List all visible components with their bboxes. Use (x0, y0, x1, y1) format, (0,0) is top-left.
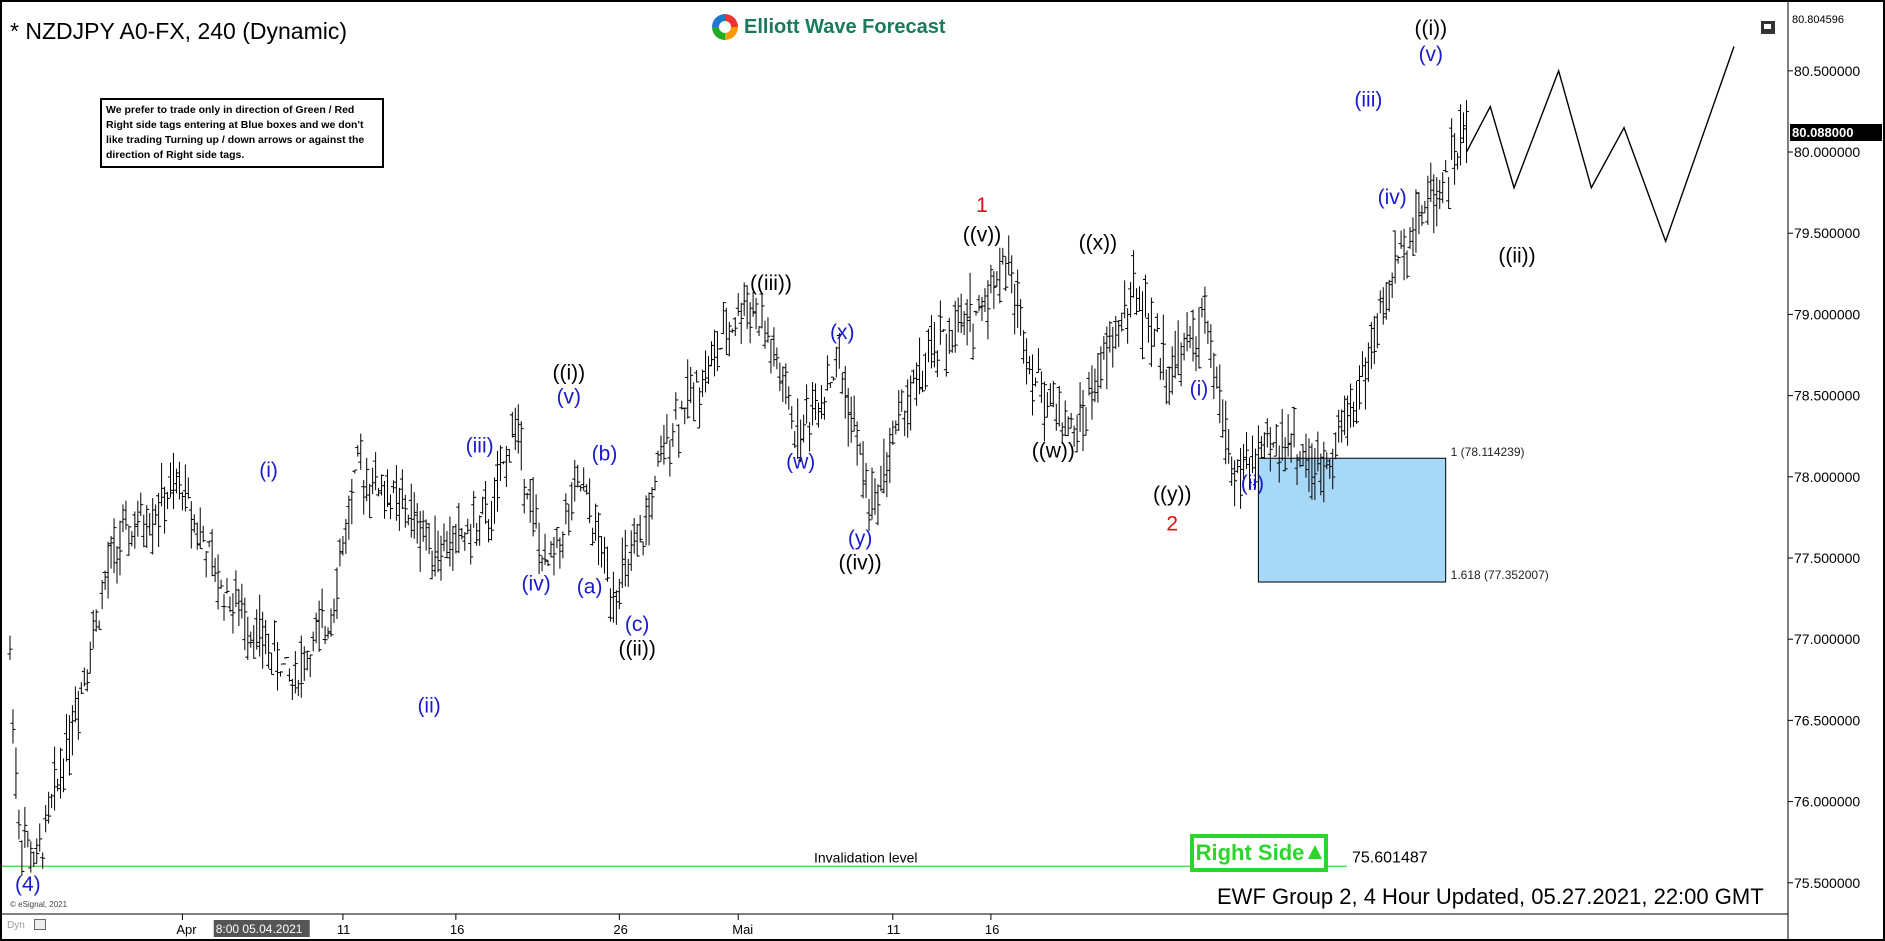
x-tick-label: Mai (732, 922, 753, 937)
invalidation-value: 75.601487 (1352, 849, 1428, 866)
wave-label: ((v)) (963, 223, 1001, 246)
calendar-icon[interactable] (34, 919, 46, 930)
price-axis-top-value: 80.804596 (1790, 12, 1882, 29)
wave-label: ((i)) (552, 361, 585, 384)
x-tick-label: 16 (450, 922, 464, 937)
y-tick-label: 80.500000 (1794, 63, 1860, 79)
wave-label: (a) (577, 576, 603, 599)
arrow-up-icon (1308, 845, 1323, 859)
y-tick-label: 78.000000 (1794, 469, 1860, 485)
copyright-text: © eSignal, 2021 (10, 900, 68, 909)
x-cursor-box (213, 920, 310, 937)
wave-label: ((x)) (1079, 231, 1117, 254)
wave-label: (i) (1190, 378, 1209, 401)
wave-label: (w) (786, 451, 815, 474)
y-tick-label: 76.000000 (1794, 794, 1860, 810)
chart-title: * NZDJPY A0-FX, 240 (Dynamic) (10, 18, 348, 44)
y-tick-label: 77.000000 (1794, 631, 1860, 647)
brand-logo-icon (712, 14, 738, 40)
wave-label: ((ii)) (619, 637, 656, 660)
wave-label: ((iv)) (839, 551, 882, 574)
y-tick-label: 79.000000 (1794, 306, 1860, 322)
blue-box-top-label: 1 (78.114239) (1451, 445, 1525, 459)
wave-label: (c) (625, 613, 650, 636)
y-tick-label: 79.500000 (1794, 225, 1860, 241)
wave-label: ((i)) (1414, 17, 1447, 40)
wave-label: 2 (1166, 512, 1178, 535)
x-tick-label: 26 (613, 922, 627, 937)
trading-notice: We prefer to trade only in direction of … (100, 98, 384, 168)
current-price-tag: 80.088000 (1790, 124, 1882, 141)
y-tick-label: 75.500000 (1794, 875, 1860, 891)
wave-label: (x) (830, 321, 855, 344)
wave-label: ((ii)) (1498, 244, 1535, 267)
projection-path (1465, 46, 1735, 244)
window-restore-icon[interactable] (1761, 21, 1775, 34)
wave-label: (y) (848, 527, 873, 550)
wave-label: (ii) (417, 694, 440, 717)
y-tick-label: 76.500000 (1794, 712, 1860, 728)
blue-box (1257, 457, 1447, 583)
y-tick-label: 80.000000 (1794, 144, 1860, 160)
right-side-label: Right Side (1195, 840, 1305, 865)
wave-label: (iii) (466, 434, 494, 457)
wave-label: (v) (1419, 43, 1444, 66)
ohlc-bars (7, 100, 1469, 876)
wave-label: ((iii)) (750, 272, 792, 295)
right-side-tag: Right Side (1190, 834, 1328, 872)
wave-label: (4) (15, 873, 41, 896)
y-tick-label: 78.500000 (1794, 388, 1860, 404)
wave-label: ((w)) (1032, 439, 1075, 462)
blue-box-bottom-label: 1.618 (77.352007) (1451, 568, 1549, 582)
wave-label: (iv) (522, 572, 551, 595)
wave-label: (v) (557, 386, 582, 409)
wave-label: (i) (259, 459, 278, 482)
wave-label: (ii) (1241, 472, 1264, 495)
x-tick-label: Apr (176, 922, 197, 937)
brand-name: Elliott Wave Forecast (744, 15, 946, 38)
invalidation-label: Invalidation level (814, 849, 918, 865)
wave-label: (iv) (1378, 186, 1407, 209)
dyn-label: Dyn (7, 920, 25, 931)
x-tick-label: 16 (985, 922, 999, 937)
wave-label: (b) (592, 443, 618, 466)
wave-label: 1 (976, 194, 988, 217)
x-tick-label: 11 (887, 922, 901, 937)
brand-logo-text: Elliott Wave Forecast (712, 14, 946, 40)
x-tick-label: 11 (337, 922, 351, 937)
y-tick-label: 77.500000 (1794, 550, 1860, 566)
wave-label: (iii) (1354, 89, 1382, 112)
wave-label: ((y)) (1153, 483, 1191, 506)
x-cursor-label: 8:00 05.04.2021 (216, 922, 303, 936)
update-footer: EWF Group 2, 4 Hour Updated, 05.27.2021,… (1217, 884, 1764, 909)
